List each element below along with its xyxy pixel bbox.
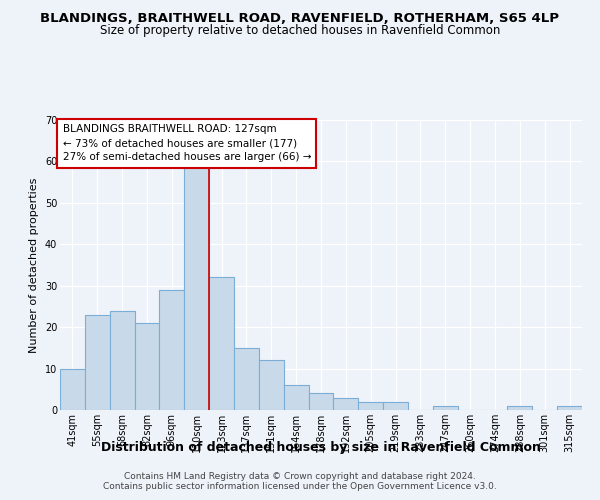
Text: Contains HM Land Registry data © Crown copyright and database right 2024.: Contains HM Land Registry data © Crown c… bbox=[124, 472, 476, 481]
Bar bbox=[334, 398, 358, 410]
Bar bbox=[110, 310, 134, 410]
Bar bbox=[134, 323, 160, 410]
Bar bbox=[60, 368, 85, 410]
Bar bbox=[160, 290, 184, 410]
Bar bbox=[259, 360, 284, 410]
Bar bbox=[358, 402, 383, 410]
Text: Size of property relative to detached houses in Ravenfield Common: Size of property relative to detached ho… bbox=[100, 24, 500, 37]
Text: BLANDINGS, BRAITHWELL ROAD, RAVENFIELD, ROTHERHAM, S65 4LP: BLANDINGS, BRAITHWELL ROAD, RAVENFIELD, … bbox=[41, 12, 560, 26]
Text: Contains public sector information licensed under the Open Government Licence v3: Contains public sector information licen… bbox=[103, 482, 497, 491]
Bar bbox=[557, 406, 582, 410]
Bar bbox=[508, 406, 532, 410]
Bar bbox=[383, 402, 408, 410]
Bar bbox=[433, 406, 458, 410]
Text: Distribution of detached houses by size in Ravenfield Common: Distribution of detached houses by size … bbox=[101, 441, 541, 454]
Bar bbox=[308, 394, 334, 410]
Text: BLANDINGS BRAITHWELL ROAD: 127sqm
← 73% of detached houses are smaller (177)
27%: BLANDINGS BRAITHWELL ROAD: 127sqm ← 73% … bbox=[62, 124, 311, 162]
Bar bbox=[184, 166, 209, 410]
Bar bbox=[234, 348, 259, 410]
Bar bbox=[284, 385, 308, 410]
Bar bbox=[209, 278, 234, 410]
Bar bbox=[85, 314, 110, 410]
Y-axis label: Number of detached properties: Number of detached properties bbox=[29, 178, 39, 352]
